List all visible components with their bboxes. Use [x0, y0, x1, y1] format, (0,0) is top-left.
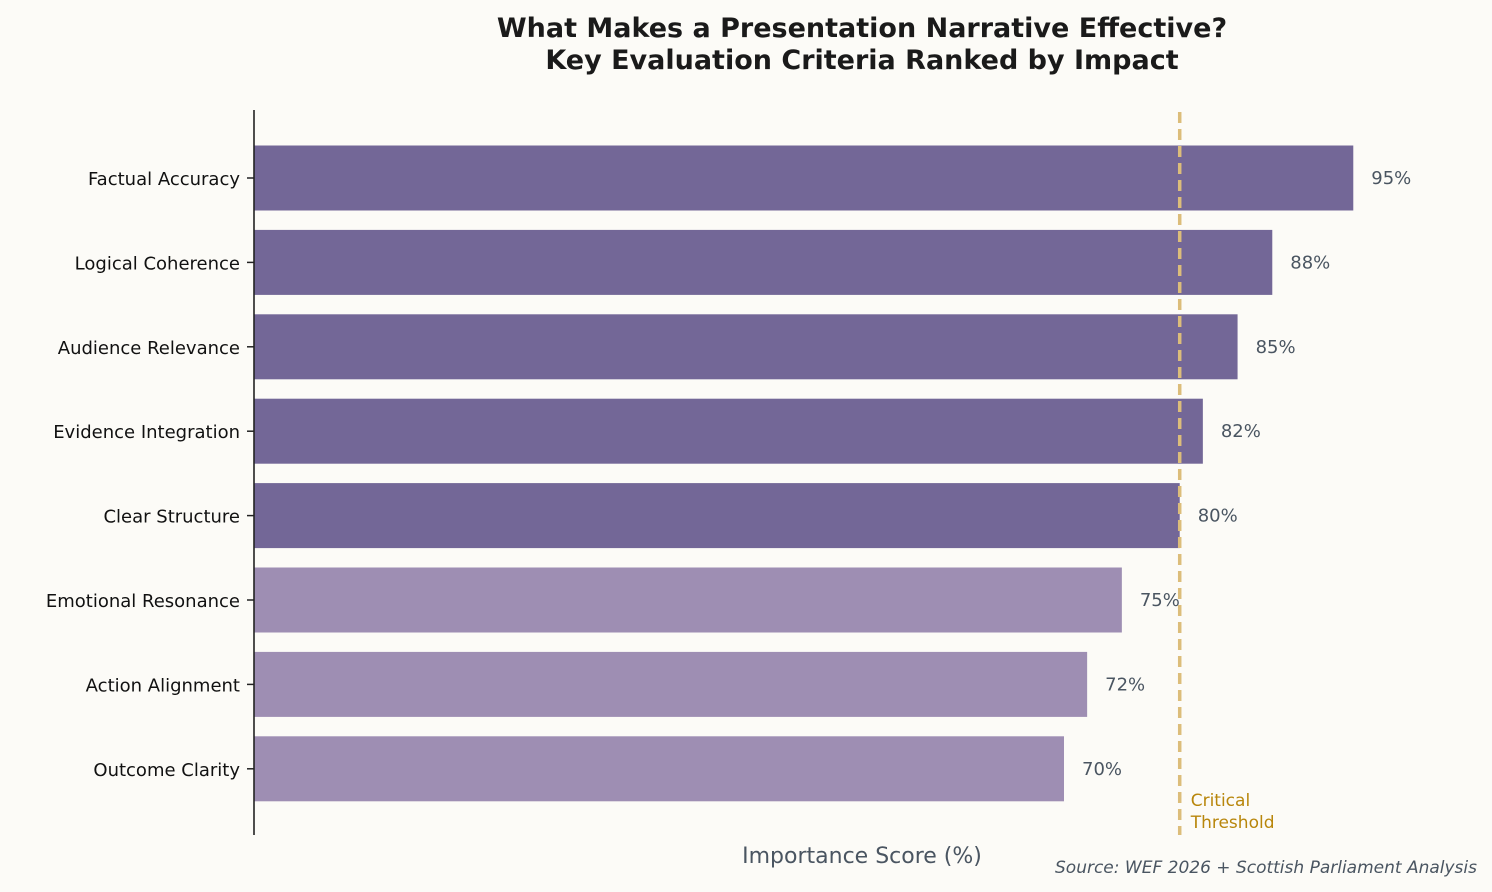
bar-6 — [254, 651, 1088, 717]
y-tick-label-5: Emotional Resonance — [46, 591, 240, 612]
bar-4 — [254, 483, 1180, 549]
chart-title-line-1: What Makes a Presentation Narrative Effe… — [497, 13, 1227, 44]
y-tick-label-6: Action Alignment — [86, 675, 240, 696]
threshold-label-line-1: Critical — [1191, 791, 1250, 811]
y-tick-label-4: Clear Structure — [103, 507, 240, 528]
value-label-3: 82% — [1221, 421, 1261, 442]
x-axis-label: Importance Score (%) — [742, 844, 982, 869]
y-tick-label-0: Factual Accuracy — [88, 169, 240, 190]
bar-5 — [254, 567, 1122, 633]
y-tick-label-2: Audience Relevance — [58, 338, 240, 359]
source-note: Source: WEF 2026 + Scottish Parliament A… — [1055, 858, 1477, 878]
value-label-6: 72% — [1105, 674, 1145, 695]
bar-3 — [254, 398, 1203, 464]
value-label-4: 80% — [1198, 506, 1238, 527]
value-label-5: 75% — [1140, 590, 1180, 611]
value-label-2: 85% — [1256, 337, 1296, 358]
value-label-7: 70% — [1082, 759, 1122, 780]
bar-1 — [254, 229, 1273, 295]
value-label-0: 95% — [1371, 168, 1411, 189]
threshold-label-line-2: Threshold — [1190, 813, 1275, 833]
bar-2 — [254, 314, 1238, 380]
y-tick-label-1: Logical Coherence — [75, 253, 240, 274]
bar-0 — [254, 145, 1354, 211]
value-label-1: 88% — [1290, 252, 1330, 273]
chart-title-line-2: Key Evaluation Criteria Ranked by Impact — [545, 45, 1178, 76]
y-tick-label-3: Evidence Integration — [53, 422, 240, 443]
y-tick-label-7: Outcome Clarity — [93, 760, 240, 781]
bar-7 — [254, 736, 1064, 802]
